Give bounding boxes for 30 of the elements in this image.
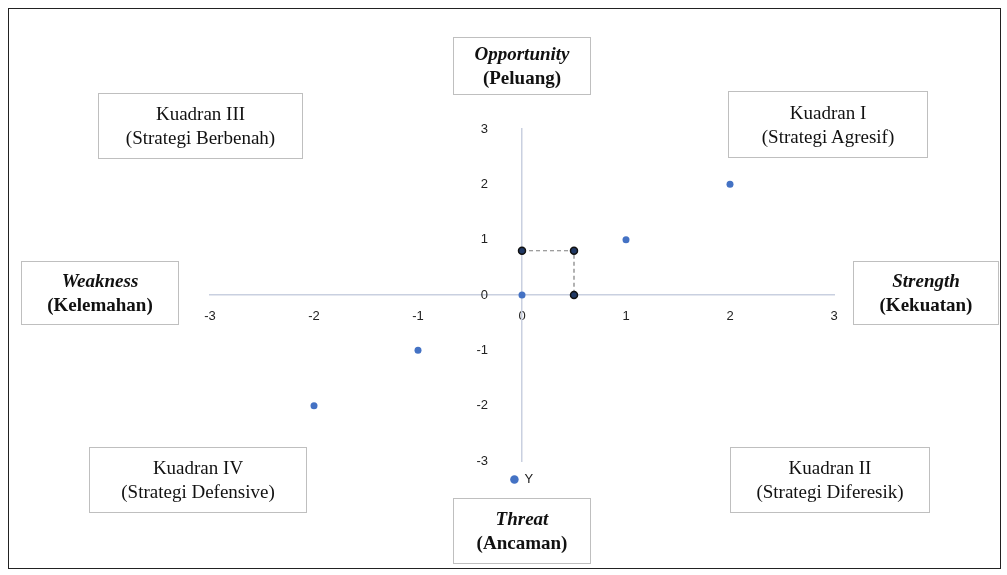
x-tick-label: 1 bbox=[622, 308, 630, 324]
y-tick-label: -1 bbox=[476, 341, 488, 357]
point bbox=[622, 236, 630, 244]
y-tick-label: -2 bbox=[476, 397, 488, 413]
x-tick-label: 2 bbox=[726, 308, 734, 324]
y-tick-label: 0 bbox=[480, 286, 488, 302]
annotation: Kuadran III (Strategi Berbenah) bbox=[125, 102, 276, 150]
point bbox=[414, 346, 422, 354]
x-tick-label: -3 bbox=[204, 308, 216, 324]
annotation: Kuadran II (Strategi Diferesik) bbox=[756, 456, 904, 504]
x-tick-label: 3 bbox=[830, 308, 838, 324]
point bbox=[517, 246, 527, 255]
annotation: Kuadran IV (Strategi Defensive) bbox=[121, 456, 275, 504]
text: Weakness (Kelemahan) bbox=[47, 269, 153, 317]
point bbox=[518, 291, 526, 299]
y-tick-label: 2 bbox=[480, 175, 488, 191]
x-tick-label: -2 bbox=[308, 308, 320, 324]
y-tick-label: 1 bbox=[480, 231, 488, 247]
point bbox=[569, 246, 579, 255]
point bbox=[310, 402, 318, 410]
x-tick-label: -1 bbox=[412, 308, 424, 324]
text: Strength (Kekuatan) bbox=[879, 269, 973, 317]
legend-label: Y bbox=[524, 471, 534, 487]
point bbox=[569, 290, 579, 300]
point bbox=[726, 180, 734, 188]
text: Opportunity (Peluang) bbox=[474, 42, 570, 90]
text: Threat (Ancaman) bbox=[476, 507, 568, 555]
annotation: Kuadran I (Strategi Agresif) bbox=[761, 100, 895, 149]
y-tick-label: 3 bbox=[480, 120, 488, 136]
y-tick-label: -3 bbox=[476, 452, 488, 468]
